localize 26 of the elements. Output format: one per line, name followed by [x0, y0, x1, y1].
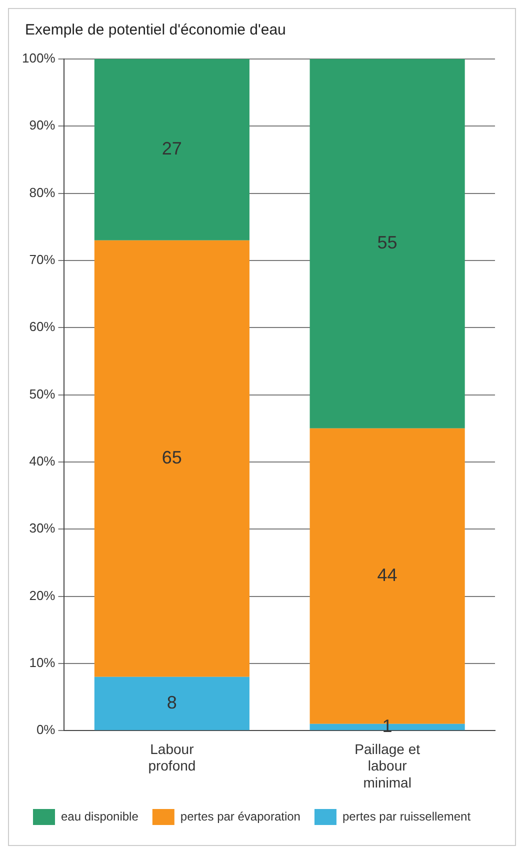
y-tick-label: 60%: [29, 319, 56, 334]
y-tick-label: 20%: [29, 588, 56, 603]
bar: [94, 240, 250, 677]
x-tick-label: Paillage et labour minimal: [354, 740, 420, 790]
y-tick-label: 100%: [22, 50, 56, 66]
y-tick-label: 0%: [36, 722, 56, 738]
data-label: 44: [377, 565, 398, 586]
y-tick-label: 50%: [29, 386, 56, 402]
data-label: 27: [162, 138, 182, 159]
data-label: 65: [162, 448, 182, 468]
chart-title: Exemple de potentiel d'économie d'eau: [25, 22, 286, 39]
y-tick-label: 70%: [29, 252, 56, 268]
y-tick-label: 40%: [29, 454, 56, 469]
x-tick-label: Labour profond: [148, 740, 196, 774]
data-label: 55: [377, 232, 398, 253]
bar: [310, 59, 465, 428]
legend-label: pertes par évaporation: [180, 809, 300, 824]
data-label: 8: [166, 692, 177, 712]
y-tick-label: 30%: [29, 520, 56, 536]
y-tick-label: 80%: [29, 184, 56, 200]
bar: [94, 676, 250, 730]
bar: [94, 59, 250, 240]
y-tick-label: 90%: [29, 118, 56, 133]
legend-label: eau disponible: [61, 809, 139, 824]
legend-label: pertes par ruissellement: [342, 809, 472, 824]
y-tick-label: 10%: [29, 655, 56, 670]
